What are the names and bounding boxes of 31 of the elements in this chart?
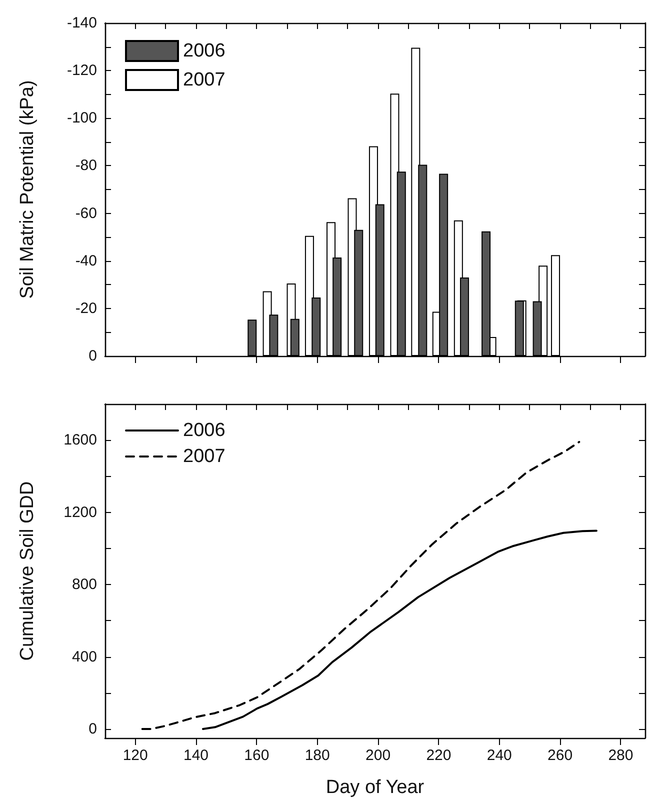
x-tick-label: 140	[183, 747, 209, 764]
line-series	[202, 530, 598, 730]
y-tick-label: -80	[75, 157, 97, 174]
x-tick-label: 160	[244, 747, 270, 764]
y-axis-title: Soil Matric Potential (kPa)	[17, 80, 38, 299]
y-tick-label: 1200	[64, 504, 97, 521]
x-tick-label: 200	[366, 747, 391, 764]
x-tick-label: 120	[122, 747, 148, 764]
x-tick-label: 180	[304, 747, 330, 764]
y-tick-label: -120	[66, 62, 97, 80]
legend-label: 2006	[183, 40, 226, 62]
legend-label: 2007	[183, 446, 226, 467]
y-tick-label: 0	[88, 720, 97, 738]
legend-label: 2007	[183, 70, 226, 90]
x-axis-title: Day of Year	[326, 777, 425, 798]
y-tick-label: -60	[75, 204, 97, 222]
y-tick-label: -140	[66, 14, 97, 32]
y-tick-label: 800	[72, 576, 97, 594]
x-tick-label: 260	[548, 747, 573, 764]
x-tick-label: 280	[608, 747, 634, 764]
y-tick-label: 400	[72, 648, 97, 666]
y-tick-label: -20	[75, 300, 97, 317]
x-tick-label: 220	[426, 747, 452, 764]
y-tick-label: 0	[88, 348, 97, 364]
y-axis-title: Cumulative Soil GDD	[17, 481, 38, 661]
y-tick-label: -40	[75, 252, 97, 270]
legend-label: 2006	[183, 420, 226, 441]
y-tick-label: 1600	[64, 432, 97, 449]
y-tick-label: -100	[66, 110, 97, 127]
x-tick-label: 240	[486, 747, 512, 764]
line-series	[141, 440, 580, 730]
